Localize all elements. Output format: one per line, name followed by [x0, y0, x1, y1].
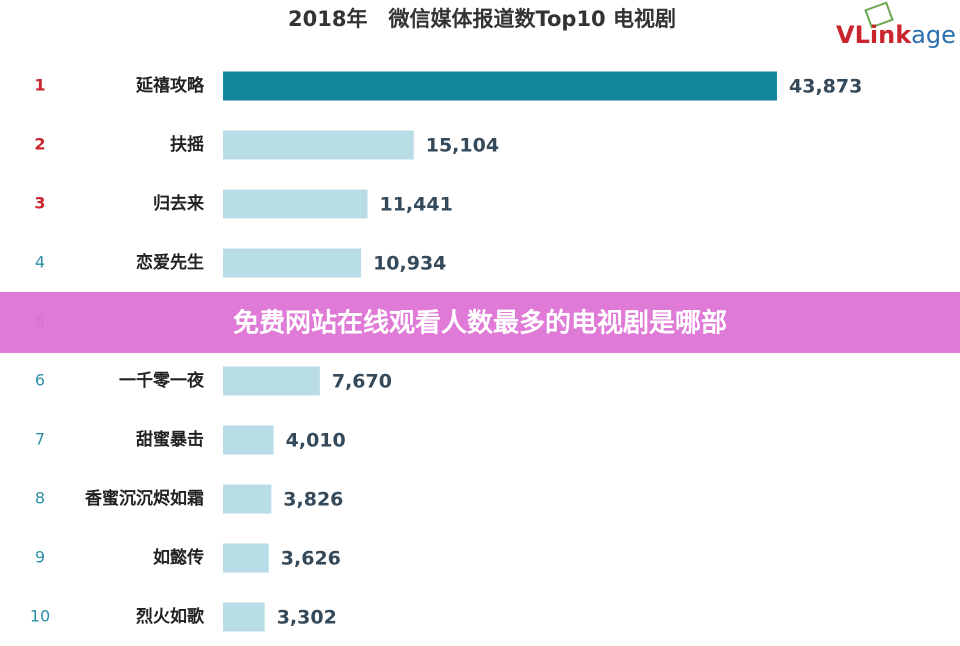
value-label: 15,104 [426, 135, 499, 157]
logo-text: VLinkage [836, 21, 956, 49]
rank-label: 1 [34, 76, 45, 95]
value-label: 3,826 [283, 489, 343, 511]
value-label: 3,302 [277, 607, 337, 629]
logo-part: ink [870, 21, 912, 49]
rank-label: 6 [35, 371, 45, 390]
value-label: 3,626 [281, 548, 341, 570]
chart-title: 2018年 微信媒体报道数Top10 电视剧 [288, 7, 676, 31]
bar [223, 425, 274, 455]
bar [223, 248, 362, 278]
bar [223, 602, 265, 632]
category-label: 归去来 [153, 193, 205, 214]
bar [223, 543, 269, 573]
value-label: 43,873 [789, 76, 862, 98]
value-label: 4,010 [286, 430, 346, 452]
rank-label: 4 [35, 253, 45, 272]
value-label: 11,441 [379, 194, 452, 216]
bar [223, 484, 272, 514]
banner-text: 免费网站在线观看人数最多的电视剧是哪部 [233, 308, 727, 339]
value-label: 7,670 [332, 371, 392, 393]
bar [223, 130, 414, 160]
rank-label: 8 [35, 489, 45, 508]
logo-part: age [911, 21, 956, 49]
value-label: 10,934 [373, 253, 446, 275]
category-label: 如懿传 [153, 547, 204, 568]
rows: 1 延禧攻略 43,873 2 扶摇 15,104 3 归去来 11,441 4 恋爱先生 10,93… [30, 71, 862, 632]
rank-label: 3 [34, 194, 45, 213]
category-label: 恋爱先生 [136, 252, 204, 273]
category-label: 烈火如歌 [136, 606, 205, 627]
rank-label: 10 [30, 607, 50, 626]
rank-label: 7 [35, 430, 45, 449]
category-label: 扶摇 [170, 134, 204, 155]
rank-label: 9 [35, 548, 45, 567]
bar [223, 366, 320, 396]
banner [0, 292, 960, 353]
bar [223, 189, 368, 219]
logo-icon [864, 1, 894, 29]
category-label: 香蜜沉沉烬如霜 [85, 488, 204, 509]
bar [223, 71, 777, 101]
category-label: 延禧攻略 [135, 75, 205, 96]
logo-part: VL [836, 21, 870, 49]
category-label: 甜蜜暴击 [136, 429, 204, 450]
logo: VLinkage [836, 1, 956, 49]
rank-label: 2 [34, 135, 45, 154]
category-label: 一千零一夜 [119, 370, 205, 391]
